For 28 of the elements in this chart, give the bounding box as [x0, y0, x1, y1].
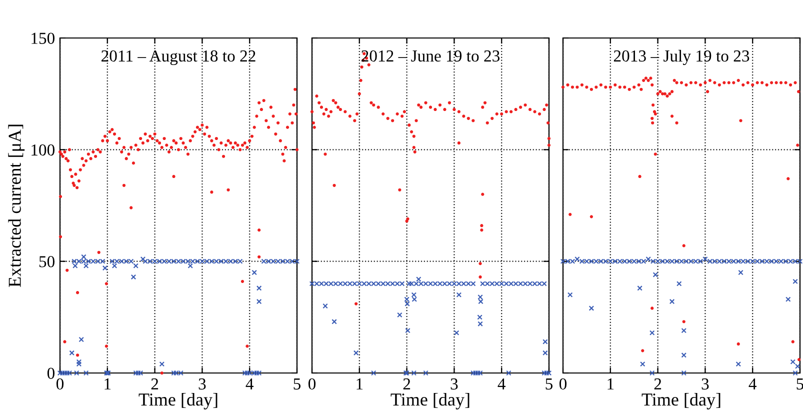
y-tick-label: 50	[39, 256, 55, 268]
x-axis-title: Time [day]	[138, 392, 218, 410]
x-tick-label: 0	[559, 378, 567, 390]
y-axis-title: Extracted current [μA]	[8, 124, 25, 288]
x-tick-label: 4	[246, 378, 254, 390]
x-tick-label: 2	[403, 378, 410, 390]
x-tick-label: 3	[198, 378, 206, 390]
y-tick-label: 150	[32, 32, 55, 44]
y-tick-label: 0	[47, 368, 55, 379]
x-axis-title: Time [day]	[642, 392, 720, 410]
x-tick-label: 3	[702, 378, 709, 390]
x-tick-label: 1	[356, 378, 363, 390]
x-tick-label: 5	[546, 378, 553, 390]
x-axis-title: Time [day]	[390, 392, 470, 410]
x-tick-label: 4	[748, 378, 757, 390]
y-tick-label: 100	[32, 144, 55, 156]
x-tick-label: 0	[308, 378, 316, 390]
x-tick-label: 5	[294, 378, 301, 390]
x-tick-label: 2	[151, 378, 158, 390]
text: 2011 – August 18 to 22	[102, 50, 256, 66]
x-tick-label: 1	[104, 378, 111, 390]
x-tick-label: 0	[56, 378, 64, 390]
x-tick-label: 1	[608, 378, 614, 390]
x-tick-label: 3	[450, 378, 458, 390]
text: 2012 – June 19 to 23	[362, 50, 500, 62]
text: 2013 – July 19 to 23	[614, 50, 750, 66]
x-tick-label: 4	[498, 378, 506, 390]
x-tick-label: 2	[654, 378, 662, 390]
